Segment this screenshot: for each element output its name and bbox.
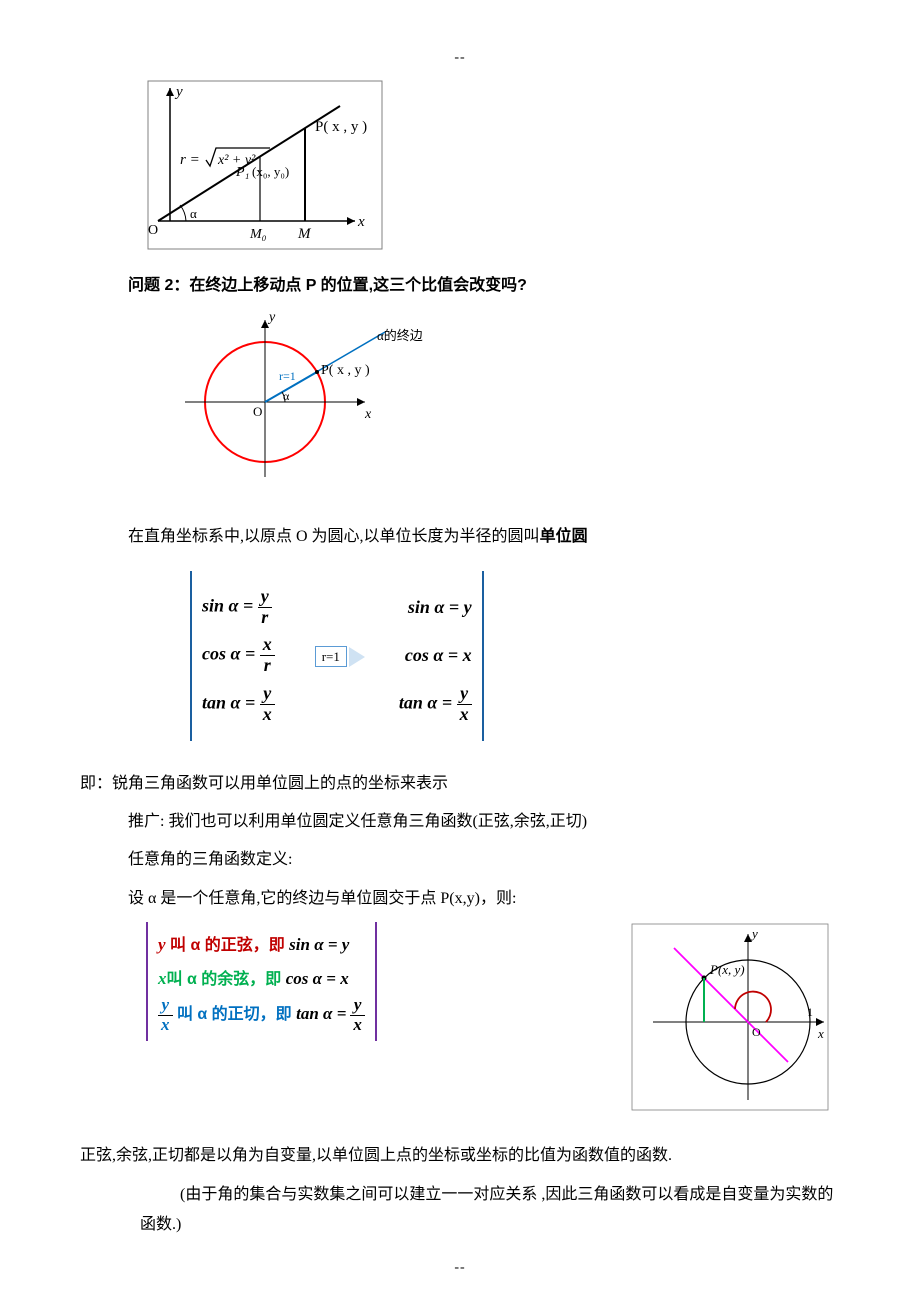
acute-angle-statement: 即：锐角三角函数可以用单位圆上的点的坐标来表示 — [80, 769, 840, 799]
svg-text:y: y — [750, 926, 758, 941]
svg-text:r=1: r=1 — [279, 369, 296, 383]
svg-text:P( x , y ): P( x , y ) — [315, 119, 367, 135]
equation-derivation-box: sin α = yrsin α = ycos α = xrr=1cos α = … — [190, 571, 840, 741]
svg-text:M: M — [297, 226, 312, 242]
svg-text:α的终边: α的终边 — [377, 328, 423, 343]
svg-text:P₁: P₁ — [235, 165, 249, 180]
final-paragraph-2-text: (由于角的集合与实数集之间可以建立一一对应关系 ,因此三角函数可以看成是自变量为… — [140, 1186, 833, 1233]
final-paragraph-1: 正弦,余弦,正切都是以角为自变量,以单位圆上点的坐标或坐标的比值为函数值的函数. — [80, 1141, 840, 1171]
figure-3-second-quadrant: y x1 O P(x, y) — [630, 922, 830, 1117]
svg-text:x: x — [357, 214, 365, 230]
unit-circle-definition: 在直角坐标系中,以原点 O 为圆心,以单位长度为半径的圆叫单位圆 — [128, 522, 840, 552]
svg-text:x: x — [364, 407, 372, 422]
final-paragraph-2: (由于角的集合与实数集之间可以建立一一对应关系 ,因此三角函数可以看成是自变量为… — [140, 1180, 840, 1241]
svg-text:α: α — [190, 206, 197, 221]
svg-text:y: y — [267, 310, 276, 325]
svg-text:O: O — [752, 1025, 761, 1039]
svg-text:(x₀, y₀): (x₀, y₀) — [252, 164, 289, 179]
svg-text:M₀: M₀ — [249, 227, 267, 242]
svg-text:y: y — [174, 84, 183, 100]
page-top-marker: -- — [80, 50, 840, 66]
svg-text:r =: r = — [180, 152, 200, 168]
figure-2-unit-circle: y x Oα r=1 P( x , y ) α的终边 — [170, 307, 840, 492]
svg-text:P(x, y): P(x, y) — [709, 962, 745, 977]
page-bottom-marker: -- — [80, 1260, 840, 1276]
unit-circle-term: 单位圆 — [540, 528, 588, 545]
set-alpha-statement: 设 α 是一个任意角,它的终边与单位圆交于点 P(x,y)，则: — [128, 884, 840, 914]
svg-text:P( x , y ): P( x , y ) — [321, 363, 370, 378]
arbitrary-angle-def-title: 任意角的三角函数定义: — [128, 845, 840, 875]
extension-statement: 推广: 我们也可以利用单位圆定义任意角三角函数(正弦,余弦,正切) — [128, 807, 840, 837]
svg-text:1: 1 — [807, 1005, 813, 1019]
svg-text:O: O — [148, 223, 158, 238]
question-2: 问题 2：在终边上移动点 P 的位置,这三个比值会改变吗? — [128, 271, 840, 301]
svg-text:O: O — [253, 404, 262, 419]
unit-circle-text: 在直角坐标系中,以原点 O 为圆心,以单位长度为半径的圆叫 — [128, 528, 540, 545]
definition-box: y 叫 α 的正弦，即 sin α = yx叫 α 的余弦，即 cos α = … — [146, 922, 377, 1040]
figure-1: yxOαr =x² + y²P( x , y )P₁(x₀, y₀)M₀M — [140, 76, 840, 261]
svg-text:α: α — [283, 389, 290, 403]
svg-text:x: x — [817, 1026, 824, 1041]
